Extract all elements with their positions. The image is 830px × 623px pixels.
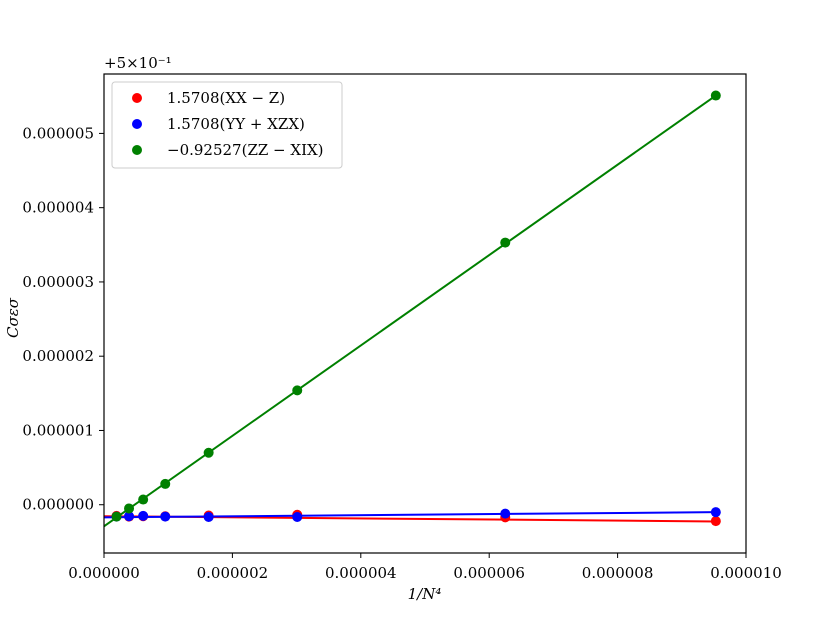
series-1-point: [500, 508, 511, 519]
x-tick-label: 0.000010: [710, 564, 782, 582]
x-axis-label: 1/N⁴: [408, 585, 442, 603]
plot-frame: [103, 73, 747, 554]
series-2: [103, 90, 721, 528]
legend-marker-0: [132, 93, 142, 103]
series-1-point: [160, 511, 171, 522]
offset-label: +5×10⁻¹: [104, 54, 172, 72]
series-layer: [103, 90, 721, 528]
series-2-point: [500, 237, 511, 248]
x-tick-label: 0.000004: [325, 564, 397, 582]
x-tick-label: 0.000000: [68, 564, 140, 582]
y-axis-label: Cσεσ: [4, 297, 22, 338]
legend-marker-1: [132, 119, 142, 129]
legend-label-2: −0.92527(ZZ − XIX): [167, 141, 324, 159]
x-tick-label: 0.000006: [453, 564, 525, 582]
y-tick-label: 0.000004: [22, 199, 94, 217]
series-0-point: [710, 516, 721, 527]
legend-box: [111, 81, 343, 169]
series-1: [103, 507, 721, 522]
y-tick-label: 0.000003: [22, 273, 94, 291]
series-1-point: [138, 510, 149, 521]
series-2-point: [203, 447, 214, 458]
y-tick-label: 0.000002: [22, 347, 94, 365]
y-tick-label: 0.000001: [22, 421, 94, 439]
y-tick-label: 0.000000: [22, 496, 94, 514]
series-2-point: [111, 511, 122, 522]
series-2-point: [710, 90, 721, 101]
series-1-point: [203, 511, 214, 522]
legend-label-1: 1.5708(YY + XZX): [167, 115, 305, 133]
series-2-point: [124, 503, 135, 514]
series-1-point: [292, 511, 303, 522]
series-2-point: [138, 494, 149, 505]
legend-marker-2: [132, 145, 142, 155]
x-tick-label: 0.000008: [582, 564, 654, 582]
y-tick-label: 0.000005: [22, 124, 94, 142]
series-2-point: [160, 478, 171, 489]
legend-label-0: 1.5708(XX − Z): [167, 89, 285, 107]
x-tick-label: 0.000002: [197, 564, 269, 582]
series-1-point: [710, 507, 721, 518]
axes-layer: 0.000000 0.000002 0.000004 0.000006 0.000008…: [22, 73, 782, 582]
series-1-point: [124, 511, 135, 522]
legend: 1.5708(XX − Z) 1.5708(YY + XZX) −0.92527(Z…: [111, 81, 343, 169]
series-2-point: [292, 385, 303, 396]
